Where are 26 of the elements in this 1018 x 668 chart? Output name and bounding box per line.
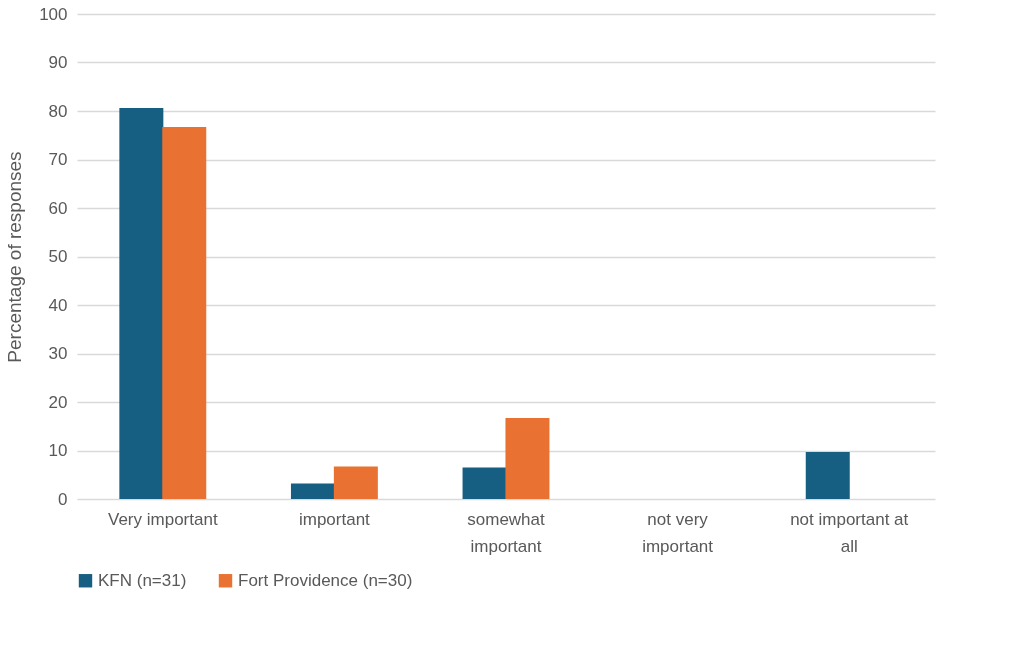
bar — [805, 451, 850, 499]
bar — [505, 418, 550, 499]
bar — [290, 483, 335, 499]
y-tick-label: 70 — [48, 150, 68, 169]
bar — [462, 467, 507, 499]
y-tick-label: 30 — [48, 344, 68, 363]
bar — [162, 127, 207, 499]
y-tick-label: 20 — [48, 392, 68, 412]
bar — [333, 466, 378, 499]
bar — [119, 108, 164, 499]
x-tick-label: Very important — [108, 509, 218, 529]
legend-label: KFN (n=31) — [98, 570, 187, 590]
y-tick-label: 60 — [48, 198, 68, 218]
y-tick-label: 0 — [58, 489, 68, 509]
legend-label: Fort Providence (n=30) — [238, 570, 413, 590]
y-tick-label: 80 — [48, 101, 68, 121]
y-tick-label: 40 — [48, 295, 68, 315]
x-tick-label: not important at all — [790, 509, 909, 556]
x-tick-label: not very important — [642, 509, 714, 556]
y-tick-label: 10 — [48, 441, 68, 460]
y-tick-label: 100 — [39, 4, 68, 24]
x-tick-label: somewhat important — [467, 509, 546, 556]
y-tick-label: 90 — [48, 53, 68, 72]
y-tick-label: 50 — [48, 247, 68, 266]
y-axis-title: Percentage of responses — [4, 151, 26, 363]
x-tick-label: important — [298, 509, 371, 529]
